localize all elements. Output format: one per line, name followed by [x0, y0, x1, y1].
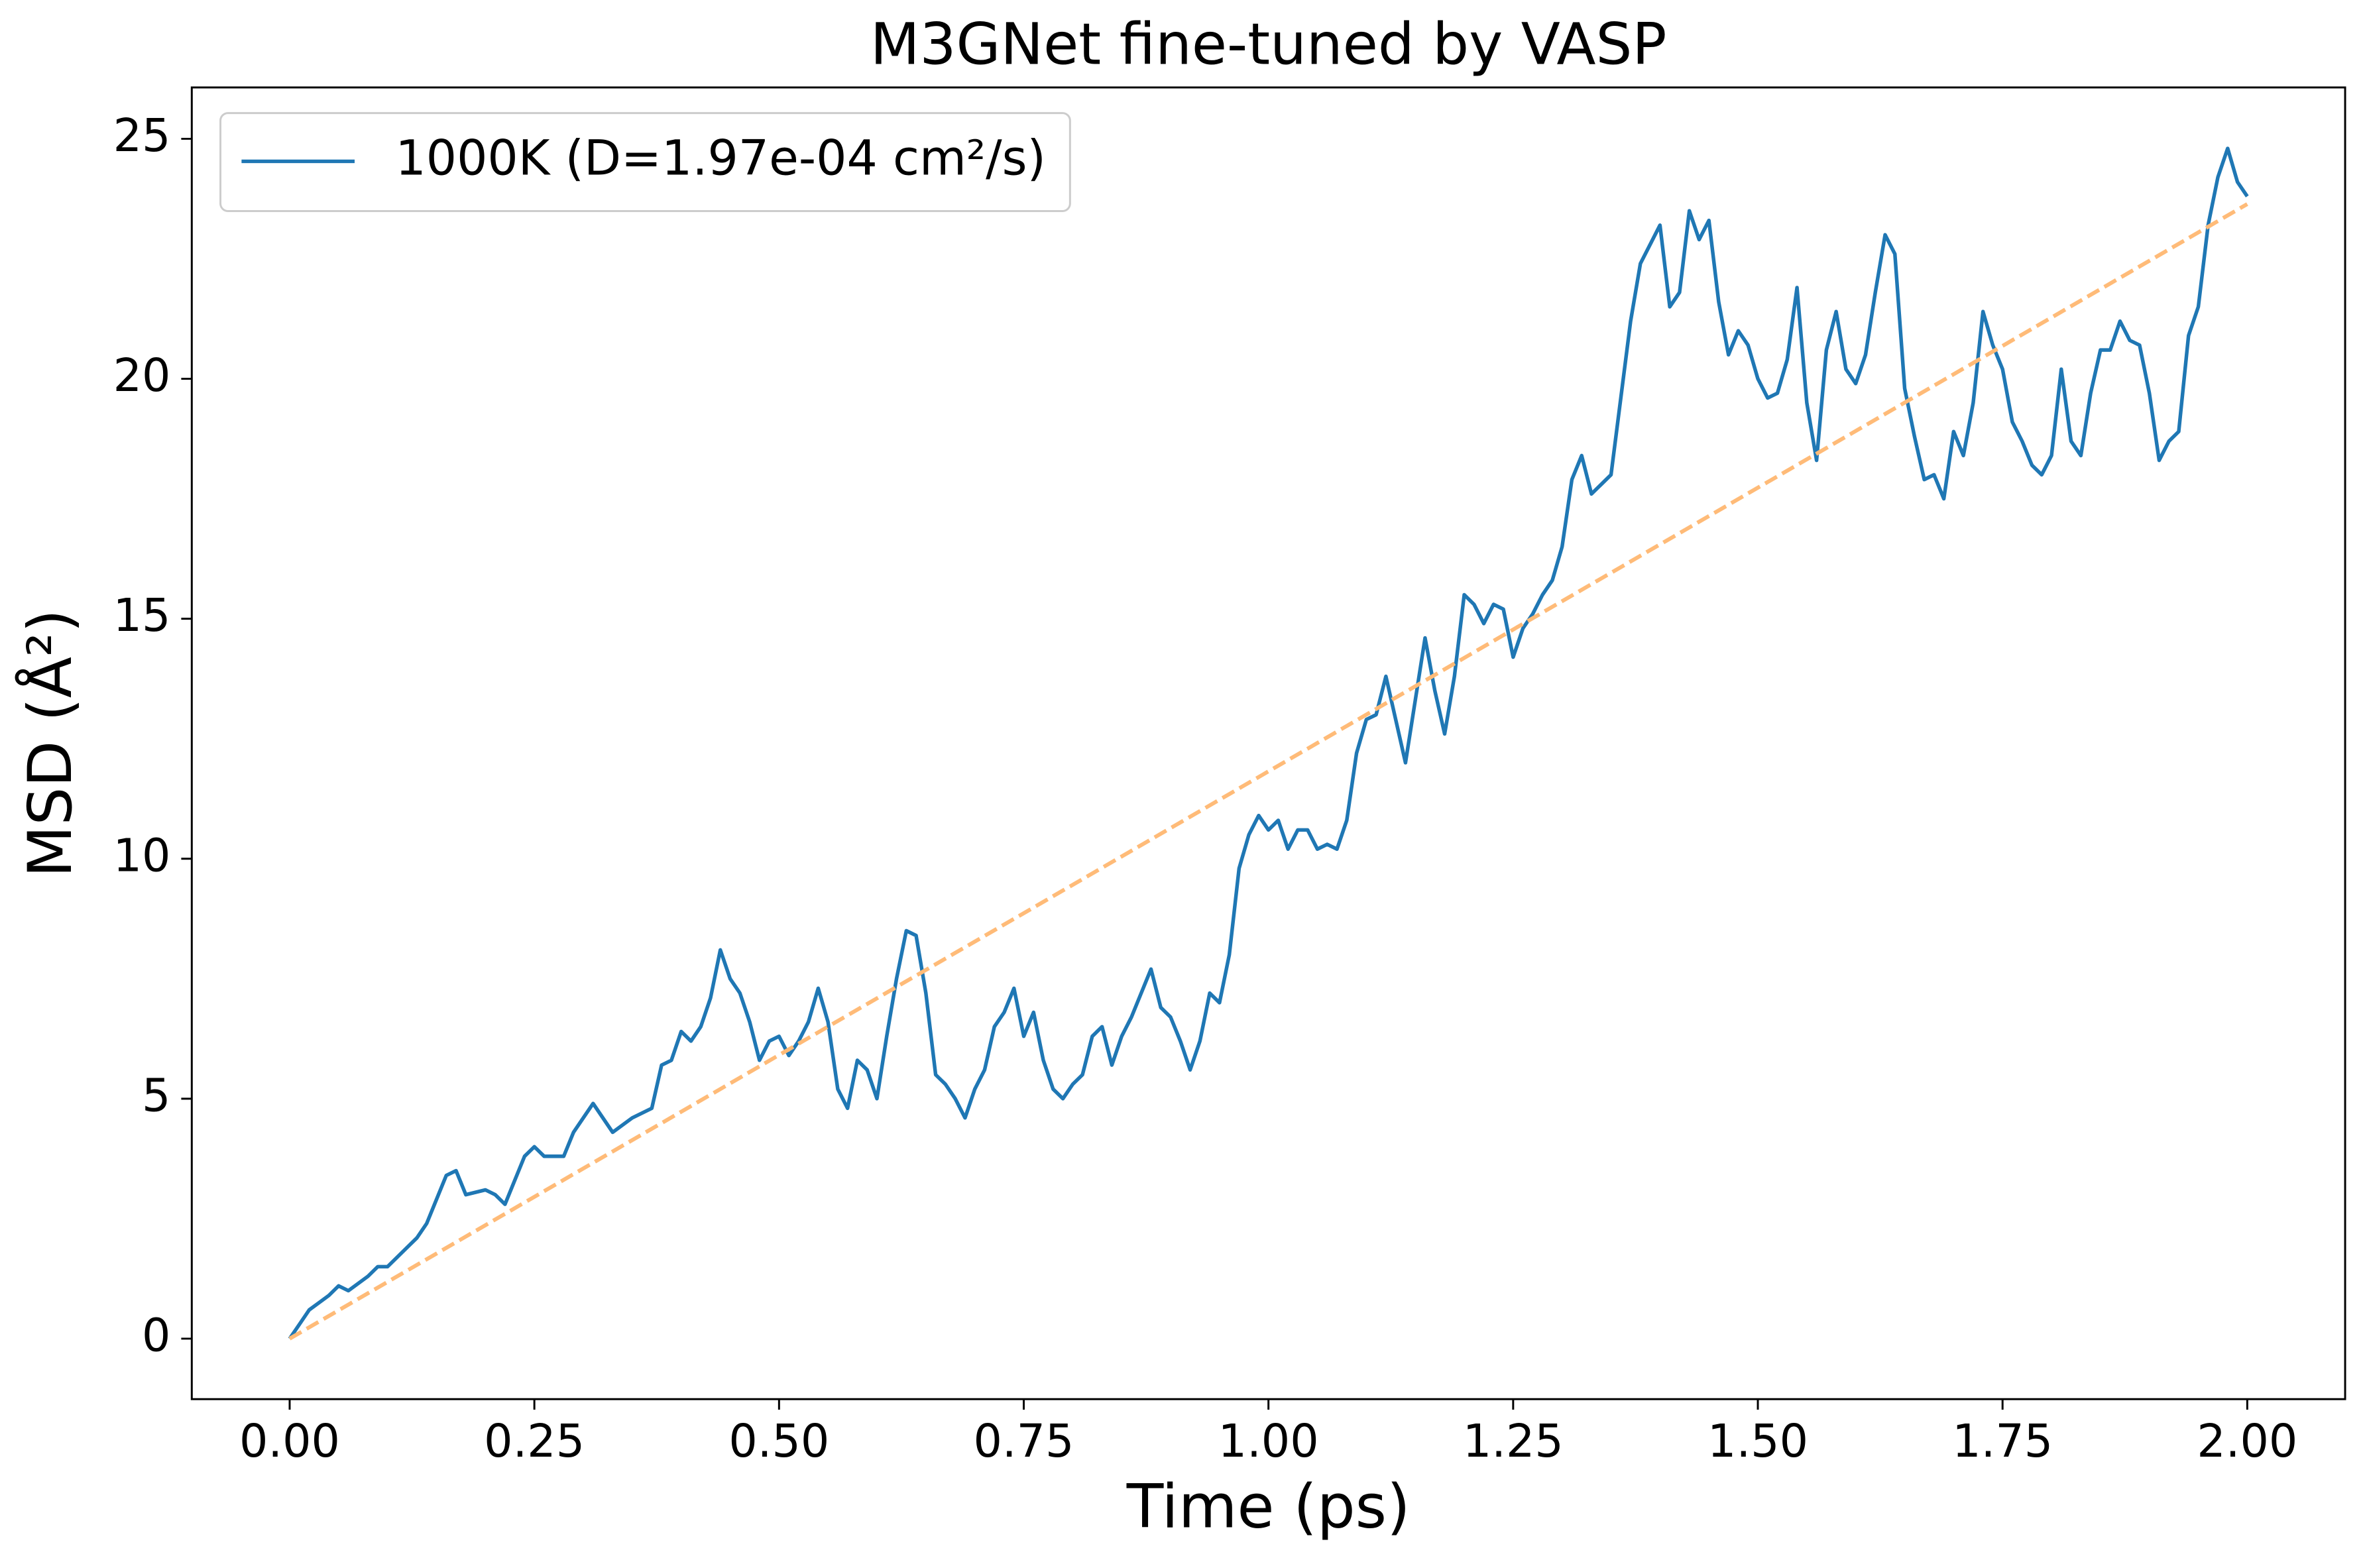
series-line [288, 146, 2249, 1340]
legend-box [219, 112, 1071, 212]
x-tick-label: 1.50 [1707, 1416, 1808, 1468]
x-tick-label: 0.50 [728, 1416, 829, 1468]
x-tick-label: 1.25 [1463, 1416, 1564, 1468]
y-tick-label: 5 [142, 1070, 170, 1122]
x-tick-label: 1.75 [1952, 1416, 2053, 1468]
y-tick-label: 20 [113, 350, 171, 402]
x-tick-label: 0.25 [484, 1416, 585, 1468]
plot-frame [190, 86, 2346, 1400]
x-tick-label: 2.00 [2197, 1416, 2297, 1468]
series-line [288, 202, 2248, 1341]
legend-label: 1000K (D=1.97e-04 cm²/s) [395, 130, 1045, 186]
y-axis-label: MSD (Å²) [15, 609, 86, 877]
x-tick-label: 1.00 [1218, 1416, 1319, 1468]
x-tick-label: 0.75 [974, 1416, 1074, 1468]
y-tick-label: 10 [113, 830, 171, 882]
y-tick-label: 25 [113, 110, 171, 162]
y-tick-label: 15 [113, 590, 171, 642]
y-tick-label: 0 [142, 1310, 170, 1362]
chart-title: M3GNet fine-tuned by VASP [870, 12, 1667, 78]
x-axis-label: Time (ps) [1126, 1472, 1411, 1541]
x-tick-label: 0.00 [239, 1416, 340, 1468]
